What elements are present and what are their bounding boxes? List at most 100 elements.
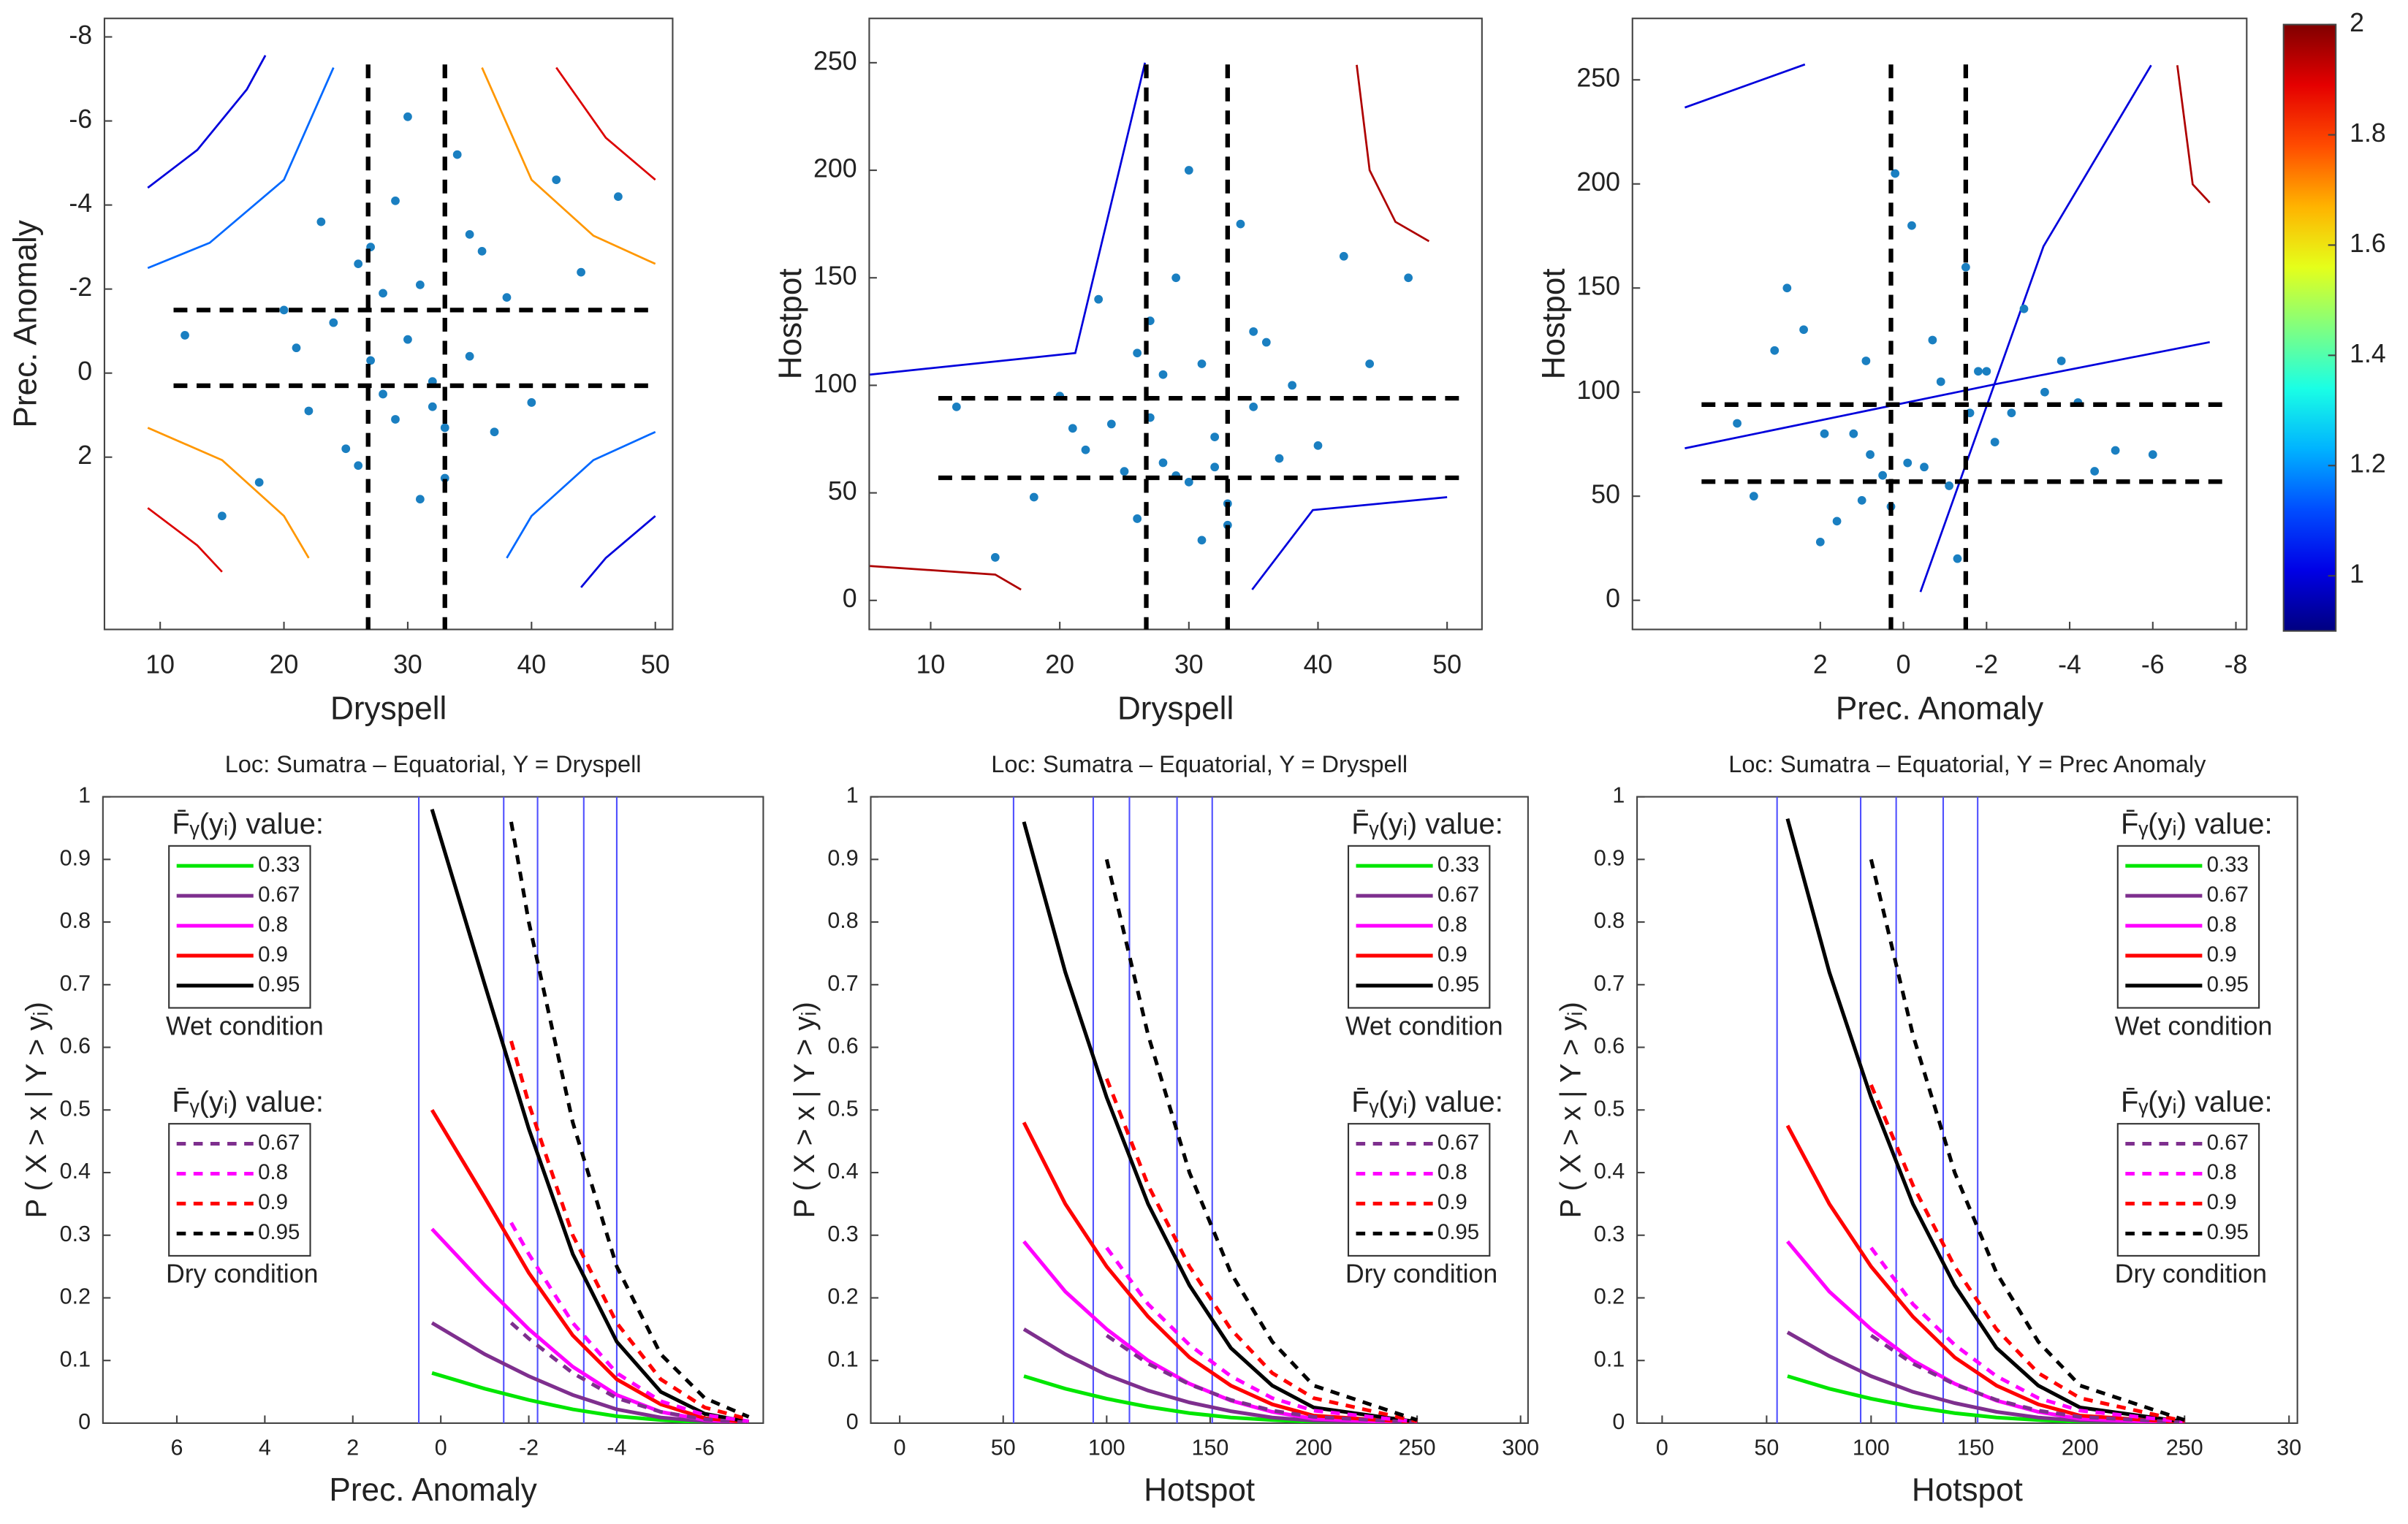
x-axis-label: Dryspell bbox=[1117, 691, 1234, 727]
scatter-point bbox=[1133, 348, 1142, 358]
scatter-point bbox=[1974, 367, 1983, 376]
x-axis-label: Prec. Anomaly bbox=[329, 1472, 536, 1508]
legend-label: 0.9 bbox=[1437, 1190, 1467, 1214]
panel: 6 4 2 0 -2 -4 -6 0 0.1 0.2 0.3 0.4 0.5 0.6 0.7 0.8 0.9 1 P… bbox=[20, 751, 764, 1508]
legend-label: 0.95 bbox=[2207, 1220, 2249, 1244]
scatter-point bbox=[1275, 454, 1284, 463]
y-tick-label: 100 bbox=[813, 369, 857, 398]
scatter-point bbox=[1120, 467, 1129, 476]
scatter-point bbox=[1857, 495, 1866, 505]
colorbar-tick-label: 1.4 bbox=[2350, 339, 2386, 368]
series-line bbox=[509, 821, 750, 1419]
scatter-point bbox=[465, 351, 474, 361]
contour-line bbox=[147, 66, 335, 270]
plot-content bbox=[418, 796, 750, 1423]
series-line bbox=[509, 1321, 749, 1423]
y-tick-label: 0 bbox=[77, 357, 92, 386]
legend-title: F̄ᵧ(yᵢ) value: bbox=[2121, 808, 2273, 840]
scatter-point bbox=[304, 406, 314, 416]
x-tick-label: 200 bbox=[2062, 1436, 2099, 1460]
scatter-point bbox=[1820, 429, 1829, 438]
scatter-point bbox=[1866, 450, 1875, 460]
x-tick-label: -8 bbox=[2225, 649, 2248, 679]
legend-label: 0.33 bbox=[2207, 853, 2249, 877]
x-tick-label: 10 bbox=[916, 649, 946, 679]
y-tick-label: 0 bbox=[78, 1409, 91, 1434]
y-axis-label: P ( X > x | Y > yᵢ) bbox=[789, 1002, 821, 1218]
x-tick-label: -2 bbox=[1975, 649, 1998, 679]
legend-label: 0.8 bbox=[1437, 1160, 1467, 1184]
scatter-point bbox=[1990, 438, 1999, 446]
scatter-point bbox=[1171, 273, 1181, 283]
plot-area bbox=[103, 18, 674, 630]
legend-label: 0.33 bbox=[1437, 853, 1479, 877]
y-axis-label: Hostpot bbox=[772, 268, 808, 379]
series-line bbox=[1869, 1246, 2185, 1423]
scatter-point bbox=[1891, 169, 1900, 178]
scatter-point bbox=[1184, 478, 1193, 487]
scatter-point bbox=[1184, 166, 1193, 175]
y-tick-label: 0.7 bbox=[1594, 971, 1625, 996]
plot-content bbox=[1776, 796, 2186, 1423]
contour-line bbox=[481, 66, 656, 265]
y-tick-label: 150 bbox=[1576, 272, 1620, 301]
legend-label: 0.67 bbox=[1437, 883, 1479, 907]
scatter-point bbox=[1832, 517, 1842, 526]
y-tick-label: 1 bbox=[846, 783, 859, 808]
legend-label: 0.8 bbox=[1437, 913, 1467, 937]
x-tick-label: -4 bbox=[2058, 649, 2081, 679]
x-tick-label: -4 bbox=[607, 1436, 626, 1460]
x-tick-label: 200 bbox=[1295, 1436, 1332, 1460]
legend-title: F̄ᵧ(yᵢ) value: bbox=[172, 1086, 324, 1118]
scatter-point bbox=[1365, 359, 1375, 368]
legend-label: 0.67 bbox=[258, 1130, 300, 1154]
series-line bbox=[1104, 1078, 1418, 1423]
y-tick-label: 0.9 bbox=[827, 845, 858, 870]
legend-caption: Dry condition bbox=[166, 1260, 318, 1289]
contour-line bbox=[147, 427, 310, 559]
legend-title: F̄ᵧ(yᵢ) value: bbox=[172, 808, 324, 840]
scatter-point bbox=[465, 229, 474, 239]
legend-label: 0.9 bbox=[258, 1190, 288, 1214]
series-line bbox=[1022, 1327, 1418, 1423]
legend-box bbox=[168, 1123, 311, 1257]
chart-title: Loc: Sumatra – Equatorial, Y = Dryspell bbox=[225, 751, 642, 777]
plot-content bbox=[147, 55, 658, 630]
contour-line bbox=[870, 62, 1147, 376]
scatter-point bbox=[1158, 458, 1168, 468]
scatter-point bbox=[1210, 433, 1220, 441]
x-axis-label: Prec. Anomaly bbox=[1836, 691, 2043, 727]
plot-area bbox=[1631, 18, 2248, 630]
y-tick-label: 0.6 bbox=[60, 1034, 91, 1059]
y-tick-label: 200 bbox=[1576, 167, 1620, 197]
contour-line bbox=[1251, 496, 1448, 590]
y-tick-label: 0.8 bbox=[60, 908, 91, 933]
x-tick-label: 30 bbox=[393, 649, 422, 679]
legend-label: 0.9 bbox=[1437, 942, 1467, 967]
y-tick-label: 0.5 bbox=[827, 1096, 858, 1121]
scatter-point bbox=[2040, 387, 2049, 397]
y-tick-label: 0.6 bbox=[1594, 1034, 1625, 1059]
scatter-point bbox=[1404, 273, 1413, 283]
scatter-point bbox=[329, 318, 338, 327]
scatter-point bbox=[2007, 408, 2016, 418]
x-tick-label: 300 bbox=[1502, 1436, 1539, 1460]
scatter-point bbox=[366, 356, 376, 365]
scatter-point bbox=[354, 259, 363, 269]
scatter-point bbox=[181, 331, 189, 340]
legend-label: 0.9 bbox=[2207, 1190, 2237, 1214]
y-tick-label: 0.4 bbox=[1594, 1159, 1625, 1184]
scatter-point bbox=[2019, 304, 2029, 313]
x-tick-label: -2 bbox=[519, 1436, 539, 1460]
x-tick-label: 4 bbox=[259, 1436, 271, 1460]
legend-label: 0.33 bbox=[258, 853, 300, 877]
x-axis-label: Dryspell bbox=[330, 691, 447, 727]
legend-box bbox=[1347, 1123, 1491, 1257]
scatter-point bbox=[502, 293, 512, 302]
scatter-point bbox=[1249, 327, 1258, 336]
panel: 2 0 -2 -4 -6 -8 0 50 100 150 200 250 Prec. Anomaly Ho… bbox=[1535, 18, 2248, 727]
series-line bbox=[430, 1321, 749, 1423]
y-tick-label: 0.2 bbox=[827, 1284, 858, 1309]
scatter-point bbox=[354, 461, 363, 470]
scatter-point bbox=[379, 289, 387, 298]
